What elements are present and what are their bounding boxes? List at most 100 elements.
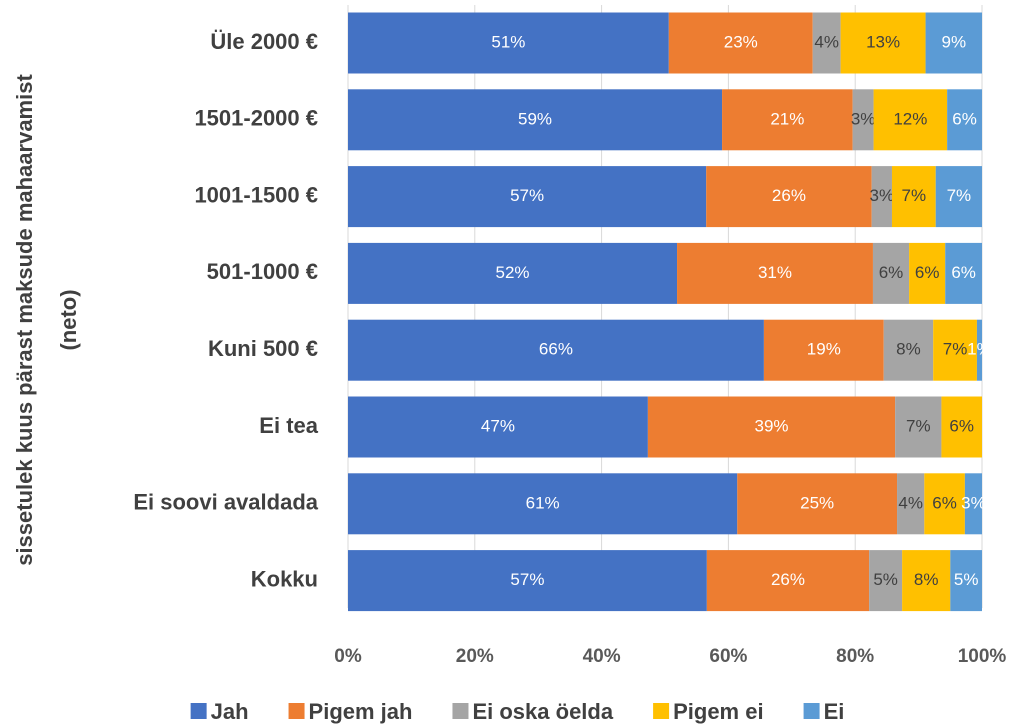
- bar-segment: [668, 12, 813, 74]
- legend-label: Pigem ei: [673, 699, 763, 724]
- y-tick-label: Ei soovi avaldada: [133, 490, 318, 515]
- bar-segment: [763, 319, 884, 381]
- bar-segment: [706, 166, 872, 228]
- bar-segment: [348, 12, 669, 74]
- bar-segment: [950, 550, 982, 612]
- legend-swatch: [653, 703, 670, 719]
- data-label: 5%: [954, 570, 979, 589]
- bar-segment: [677, 242, 873, 304]
- bar-segment: [812, 12, 841, 74]
- data-label: 6%: [879, 263, 904, 282]
- data-label: 57%: [510, 186, 544, 205]
- legend-swatch: [803, 703, 820, 719]
- bar-segment: [348, 242, 678, 304]
- bar-segment: [895, 396, 942, 458]
- legend-swatch: [190, 703, 207, 719]
- data-label: 6%: [932, 493, 957, 512]
- bar-segment: [348, 166, 707, 228]
- data-label: 31%: [758, 263, 792, 282]
- data-label: 8%: [896, 340, 921, 359]
- bar-segment: [925, 12, 982, 74]
- data-label: 51%: [491, 32, 525, 51]
- bar-segment: [871, 166, 892, 228]
- data-label: 23%: [724, 32, 758, 51]
- bar-segment: [873, 89, 948, 151]
- bar-segment: [941, 396, 982, 458]
- y-axis-label-line: sissetulek kuus pärast maksude mahaarvam…: [12, 74, 37, 566]
- legend-swatch: [452, 703, 469, 719]
- data-label: 59%: [518, 109, 552, 128]
- bar-segment: [737, 473, 898, 535]
- y-axis-label-line: (neto): [56, 289, 81, 350]
- y-tick-label: Kokku: [251, 566, 318, 591]
- x-tick-label: 60%: [709, 646, 747, 667]
- legend-label: Ei oska öelda: [472, 699, 613, 724]
- data-label: 13%: [866, 32, 900, 51]
- data-label: 3%: [961, 493, 986, 512]
- bar-segment: [902, 550, 951, 612]
- bar-segment: [883, 319, 934, 381]
- y-axis-label: sissetulek kuus pärast maksude mahaarvam…: [12, 74, 81, 566]
- y-tick-label: Ei tea: [259, 413, 318, 438]
- bar-segment: [348, 319, 764, 381]
- bar-segment: [348, 550, 707, 612]
- data-label: 26%: [771, 570, 805, 589]
- data-label: 7%: [947, 186, 972, 205]
- bar-segment: [976, 319, 982, 381]
- bar-segment: [840, 12, 926, 74]
- bar-segment: [945, 242, 982, 304]
- data-label: 6%: [952, 109, 977, 128]
- data-label: 47%: [481, 416, 515, 435]
- data-label: 39%: [754, 416, 788, 435]
- bar-segment: [933, 319, 977, 381]
- data-label: 8%: [914, 570, 939, 589]
- legend-label: Ei: [824, 699, 845, 724]
- data-label: 1%: [967, 340, 992, 359]
- bar-segment: [852, 89, 874, 151]
- data-label: 19%: [807, 340, 841, 359]
- bar-segment: [891, 166, 936, 228]
- y-tick-label: 1001-1500 €: [194, 182, 318, 207]
- x-tick-label: 100%: [958, 646, 1007, 667]
- data-label: 66%: [539, 340, 573, 359]
- x-tick-label: 40%: [583, 646, 621, 667]
- x-tick-label: 80%: [836, 646, 874, 667]
- data-label: 6%: [949, 416, 974, 435]
- bar-segment: [935, 166, 982, 228]
- y-tick-label: 1501-2000 €: [194, 106, 318, 131]
- data-label: 6%: [915, 263, 940, 282]
- bar-segment: [947, 89, 982, 151]
- bar-segment: [897, 473, 925, 535]
- legend-swatch: [288, 703, 305, 719]
- data-label: 12%: [893, 109, 927, 128]
- y-tick-label: Üle 2000 €: [210, 29, 318, 54]
- data-label: 6%: [951, 263, 976, 282]
- data-label: 7%: [906, 416, 931, 435]
- data-label: 57%: [510, 570, 544, 589]
- data-label: 3%: [870, 186, 895, 205]
- y-tick-label: Kuni 500 €: [208, 336, 318, 361]
- bar-segment: [909, 242, 946, 304]
- bar-segment: [869, 550, 903, 612]
- legend-label: Jah: [211, 699, 249, 724]
- data-label: 7%: [902, 186, 927, 205]
- bar-segment: [348, 89, 723, 151]
- data-label: 26%: [772, 186, 806, 205]
- bar-segment: [348, 396, 648, 458]
- data-label: 25%: [800, 493, 834, 512]
- data-label: 21%: [770, 109, 804, 128]
- bar-segment: [348, 473, 738, 535]
- bar-segment: [964, 473, 982, 535]
- data-label: 3%: [851, 109, 876, 128]
- bar-segment: [924, 473, 965, 535]
- x-tick-label: 0%: [334, 646, 362, 667]
- bar-segment: [647, 396, 896, 458]
- bar-segment: [706, 550, 870, 612]
- data-label: 5%: [873, 570, 898, 589]
- data-label: 9%: [941, 32, 966, 51]
- y-tick-label: 501-1000 €: [207, 259, 318, 284]
- bar-segment: [872, 242, 910, 304]
- data-label: 52%: [496, 263, 530, 282]
- x-tick-label: 20%: [456, 646, 494, 667]
